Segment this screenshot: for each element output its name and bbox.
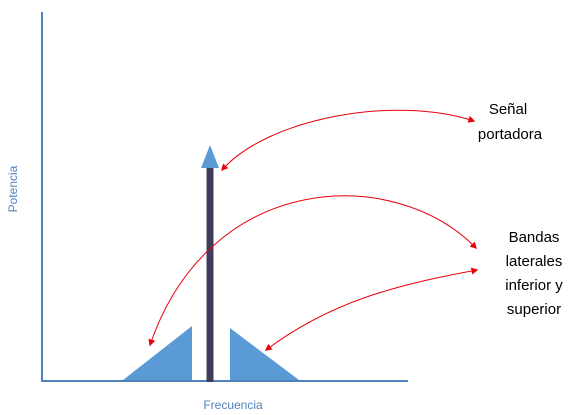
carrier-annotation-line1: Señal xyxy=(489,101,527,118)
sidebands-annotation-line2: laterales xyxy=(506,253,563,270)
lower-sideband-pointer-arrow xyxy=(148,195,477,347)
x-axis-title: Frecuencia xyxy=(203,398,263,412)
carrier-pointer-arrow xyxy=(221,109,476,172)
upper-sideband-shape xyxy=(230,328,299,380)
upper-sideband-pointer-arrow xyxy=(264,267,479,351)
carrier-arrowhead xyxy=(201,145,219,168)
lower-sideband-shape xyxy=(123,326,192,380)
carrier-annotation-line2: portadora xyxy=(478,126,543,143)
sidebands-annotation-line4: superior xyxy=(507,301,561,318)
y-axis-title: Potencia xyxy=(6,165,20,212)
sidebands-annotation-line3: inferior y xyxy=(505,277,563,294)
sidebands-annotation-line1: Bandas xyxy=(509,229,560,246)
